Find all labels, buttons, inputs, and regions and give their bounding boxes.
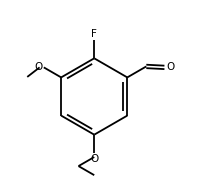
Text: F: F bbox=[91, 29, 97, 39]
Text: O: O bbox=[35, 62, 43, 72]
Text: O: O bbox=[166, 62, 174, 72]
Text: O: O bbox=[90, 154, 98, 164]
